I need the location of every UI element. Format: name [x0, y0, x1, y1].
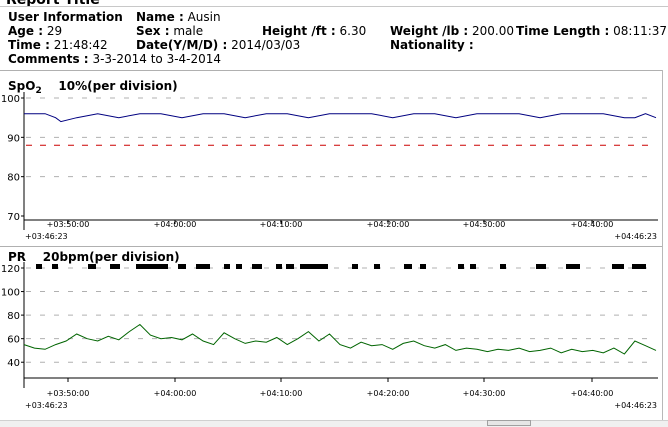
time-value: 21:48:42 — [53, 38, 108, 52]
horizontal-scrollbar[interactable] — [0, 420, 668, 427]
x-tick-label: +04:10:00 — [260, 389, 303, 398]
x-tick-label: +04:30:00 — [463, 220, 506, 229]
nationality-field: Nationality : — [390, 38, 474, 52]
spo2-chart-title: SpO2 10%(per division) — [8, 79, 178, 96]
scrollbar-thumb[interactable] — [487, 420, 531, 426]
pr-event-marker — [276, 264, 282, 269]
pr-event-marker — [178, 264, 186, 269]
pr-event-marker — [300, 264, 328, 269]
x-end-label: +04:46:23 — [614, 232, 657, 241]
pr-event-marker — [236, 264, 242, 269]
pr-event-marker — [632, 264, 646, 269]
x-tick-label: +04:20:00 — [367, 389, 410, 398]
x-tick-label: +03:50:00 — [47, 389, 90, 398]
name-value: Ausin — [187, 10, 221, 24]
time-length-field: Time Length : 08:11:37 — [516, 24, 668, 38]
user-info-heading: User Information — [8, 10, 123, 24]
x-tick-label: +04:00:00 — [154, 389, 197, 398]
y-tick-label: 70 — [7, 212, 20, 223]
age-field: Age : 29 — [8, 24, 63, 38]
weight-field: Weight /lb : 200.00 — [390, 24, 514, 38]
pr-event-marker — [374, 264, 380, 269]
x-tick-label: +04:10:00 — [260, 220, 303, 229]
weight-value: 200.00 — [472, 24, 514, 38]
x-tick-label: +04:40:00 — [571, 220, 614, 229]
date-field: Date(Y/M/D) : 2014/03/03 — [136, 38, 301, 52]
x-tick-label: +04:30:00 — [463, 389, 506, 398]
comments-value: 3-3-2014 to 3-4-2014 — [92, 52, 222, 66]
report-title: Report Title — [6, 0, 100, 8]
spo2-chart-top-rule — [0, 70, 662, 71]
x-tick-label: +04:20:00 — [367, 220, 410, 229]
spo2-series-line — [24, 113, 657, 123]
time-length-value: 08:11:37 — [613, 24, 668, 38]
pr-event-marker — [196, 264, 210, 269]
y-tick-label: 90 — [7, 133, 20, 144]
pr-event-marker — [458, 264, 464, 269]
pr-event-marker — [36, 264, 42, 269]
x-tick-label: +03:50:00 — [47, 220, 90, 229]
y-tick-label: 40 — [7, 358, 20, 369]
height-field: Height /ft : 6.30 — [262, 24, 367, 38]
pr-event-marker — [352, 264, 358, 269]
pr-series-line — [23, 323, 657, 355]
pr-event-marker — [420, 264, 426, 269]
pr-event-marker — [470, 264, 476, 269]
pr-event-marker — [110, 264, 120, 269]
pr-event-marker — [52, 264, 58, 269]
pr-event-marker — [536, 264, 546, 269]
chart-right-rule — [662, 70, 663, 420]
sex-value: male — [173, 24, 204, 38]
y-tick-label: 100 — [1, 94, 20, 105]
pr-event-marker — [286, 264, 294, 269]
y-tick-label: 60 — [7, 335, 20, 346]
age-value: 29 — [46, 24, 63, 38]
y-tick-label: 100 — [1, 288, 20, 299]
pr-event-marker — [136, 264, 168, 269]
pr-chart-top-rule — [0, 246, 662, 247]
x-start-label: +03:46:23 — [25, 401, 68, 410]
pr-event-marker — [252, 264, 262, 269]
x-start-label: +03:46:23 — [25, 232, 68, 241]
y-tick-label: 80 — [7, 173, 20, 184]
header-divider — [0, 6, 668, 7]
pr-chart-title: PR 20bpm(per division) — [8, 250, 180, 264]
pr-event-marker — [224, 264, 230, 269]
x-end-label: +04:46:23 — [614, 401, 657, 410]
name-field: Name : Ausin — [136, 10, 221, 24]
pr-event-marker — [500, 264, 506, 269]
pr-event-marker — [566, 264, 580, 269]
x-tick-label: +04:00:00 — [154, 220, 197, 229]
y-tick-label: 120 — [1, 264, 20, 275]
pr-event-marker — [88, 264, 96, 269]
comments-field: Comments : 3-3-2014 to 3-4-2014 — [8, 52, 222, 66]
pr-event-marker — [612, 264, 624, 269]
time-field: Time : 21:48:42 — [8, 38, 108, 52]
x-tick-label: +04:40:00 — [571, 389, 614, 398]
date-value: 2014/03/03 — [231, 38, 301, 52]
y-tick-label: 80 — [7, 311, 20, 322]
sex-field: Sex : male — [136, 24, 204, 38]
pr-event-marker — [404, 264, 412, 269]
height-value: 6.30 — [339, 24, 367, 38]
